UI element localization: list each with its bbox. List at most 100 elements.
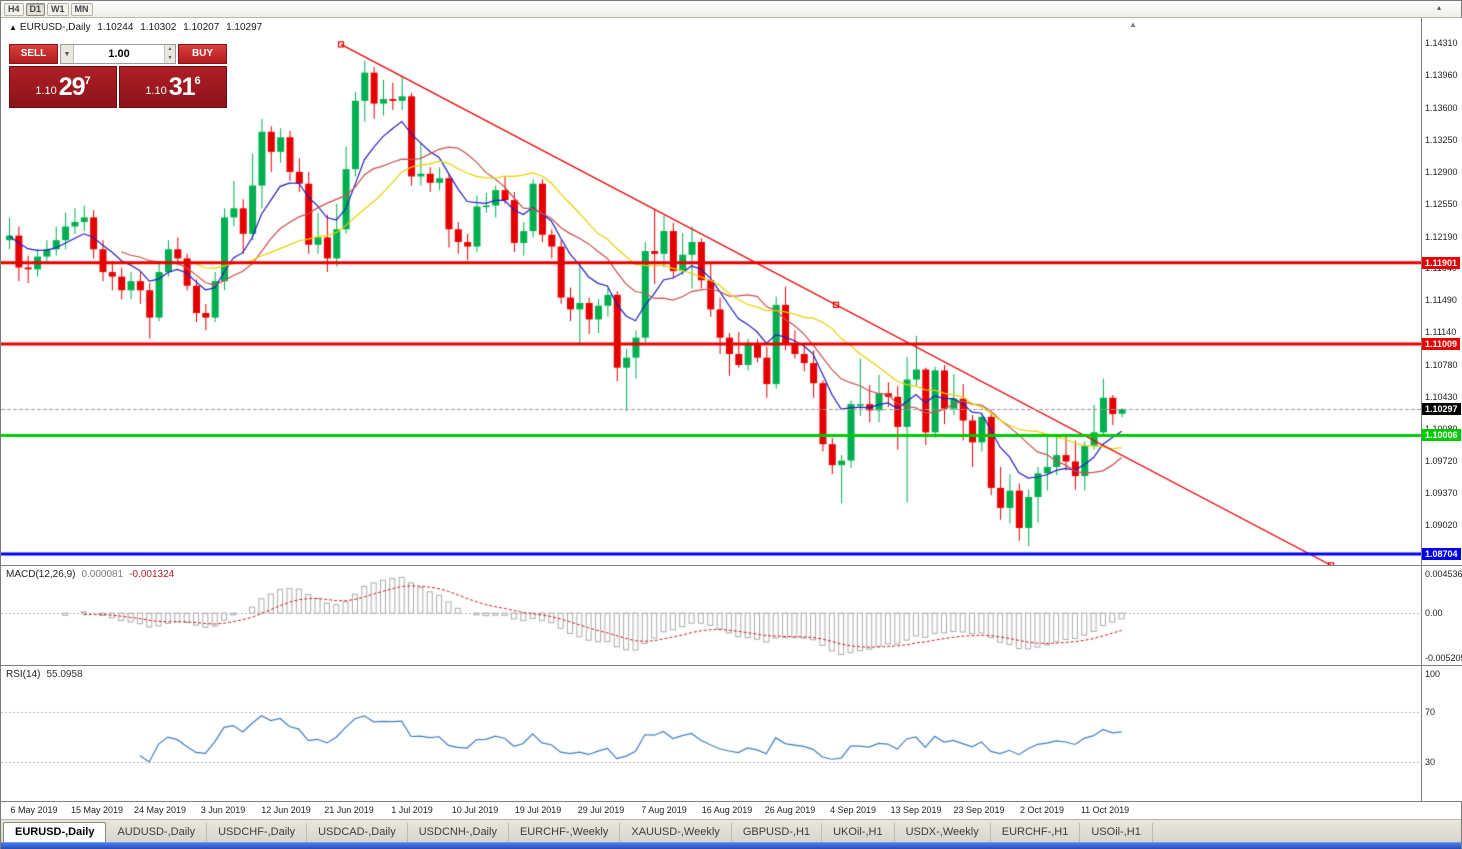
date-label: 6 May 2019: [10, 805, 58, 815]
chart-tab-gbpusd-h1[interactable]: GBPUSD-,H1: [732, 823, 823, 842]
axis-label: 1.12550: [1425, 198, 1458, 209]
ohlc-high: 1.10302: [140, 22, 177, 33]
date-label: 12 Jun 2019: [261, 805, 311, 815]
timeframe-button-h4[interactable]: H4: [4, 2, 24, 16]
rsi-name: RSI(14): [6, 669, 41, 680]
price-level-badge: 1.11009: [1422, 338, 1461, 351]
date-label: 4 Sep 2019: [829, 805, 877, 815]
axis-label: 1.09020: [1425, 520, 1458, 531]
axis-label: 1.13600: [1425, 103, 1458, 114]
rsi-panel: 100 70 30 RSI(14) 55.0958: [1, 666, 1462, 802]
timeframe-button-mn[interactable]: MN: [70, 2, 93, 16]
axis-label: 0.004536: [1425, 569, 1462, 579]
price-chart-panel: 1.14310 1.13960 1.13600 1.13250 1.12900 1.125…: [1, 18, 1462, 566]
chart-tab-audusd-daily[interactable]: AUDUSD-,Daily: [106, 823, 208, 842]
sell-price-sup: 7: [84, 75, 91, 87]
chart-tab-usdcnh-daily[interactable]: USDCNH-,Daily: [408, 823, 509, 842]
macd-axis[interactable]: 0.004536 0.00 -0.005205: [1421, 566, 1462, 665]
buy-price-sup: 6: [194, 75, 201, 87]
taskbar-strip: [1, 842, 1461, 849]
buy-price-tile[interactable]: 1.10 31 6: [119, 66, 227, 108]
date-label: 29 Jul 2019: [577, 805, 625, 815]
date-label: 3 Jun 2019: [200, 805, 246, 815]
axis-label: -0.005205: [1425, 653, 1462, 663]
chart-tab-eurusd-daily[interactable]: EURUSD-,Daily: [3, 822, 107, 842]
ohlc-open: 1.10244: [97, 22, 134, 33]
volume-up-icon[interactable]: ▲: [165, 45, 175, 54]
date-label: 26 Aug 2019: [764, 805, 816, 815]
chart-symbol-label: EURUSD-,Daily: [19, 22, 91, 33]
axis-label: 1.09370: [1425, 488, 1458, 499]
chart-tabs-bar: EURUSD-,Daily AUDUSD-,Daily USDCHF-,Daily U…: [1, 820, 1461, 842]
macd-label: MACD(12,26,9) 0.000081 -0.001324: [6, 569, 174, 580]
axis-label: 1.12900: [1425, 166, 1458, 177]
axis-label: 1.13250: [1425, 135, 1458, 146]
one-click-trading-panel: SELL ▼ ▲ ▼ BUY 1.10 29 7 1: [9, 44, 227, 108]
chart-tab-usdchf-daily[interactable]: USDCHF-,Daily: [207, 823, 308, 842]
date-label: 15 May 2019: [70, 805, 124, 815]
volume-down-icon[interactable]: ▼: [165, 54, 175, 63]
volume-spinner: ▲ ▼: [164, 45, 175, 63]
macd-value-signal: -0.001324: [129, 569, 175, 580]
price-axis[interactable]: 1.14310 1.13960 1.13600 1.13250 1.12900 1.125…: [1421, 18, 1462, 565]
buy-button[interactable]: BUY: [178, 44, 227, 64]
price-level-badge: 1.10006: [1422, 429, 1461, 442]
date-label: 2 Oct 2019: [1019, 805, 1065, 815]
date-label: 11 Oct 2019: [1080, 805, 1130, 815]
time-axis[interactable]: 6 May 2019 15 May 2019 24 May 2019 3 Jun 20…: [1, 802, 1461, 820]
axis-label: 1.12190: [1425, 231, 1458, 242]
axis-label: 100: [1425, 669, 1441, 679]
rsi-value: 55.0958: [46, 669, 83, 680]
macd-canvas[interactable]: [1, 566, 1421, 665]
date-label: 7 Aug 2019: [641, 805, 687, 815]
chart-ohlc-header: ▲ EURUSD-,Daily 1.10244 1.10302 1.10207 1…: [9, 22, 266, 33]
rsi-canvas[interactable]: [1, 666, 1421, 801]
ohlc-low: 1.10207: [183, 22, 220, 33]
tick-up-icon: ▲: [9, 23, 17, 32]
axis-label: 0.00: [1425, 608, 1443, 619]
sell-button[interactable]: SELL: [9, 44, 58, 64]
axis-label: 1.10430: [1425, 391, 1458, 402]
axis-label: 1.11140: [1425, 327, 1457, 338]
chart-tab-ukoil-h1[interactable]: UKOil-,H1: [822, 823, 895, 842]
axis-label: 1.10780: [1425, 359, 1458, 370]
price-level-badge: 1.10297: [1422, 402, 1461, 415]
timeframe-toolbar: ▴ H4 D1 W1 MN: [1, 1, 1461, 18]
toolbar-collapse-icon[interactable]: ▴: [1436, 3, 1441, 12]
chart-tab-usoil-h1[interactable]: USOil-,H1: [1080, 823, 1153, 842]
buy-price-big: 31: [168, 72, 196, 101]
chart-tab-eurchf-weekly[interactable]: EURCHF-,Weekly: [509, 823, 621, 842]
axis-label: 30: [1425, 756, 1436, 767]
sell-price-base: 1.10: [35, 85, 57, 97]
volume-control: ▼ ▲ ▼: [60, 44, 176, 64]
price-level-badge: 1.08704: [1422, 548, 1461, 561]
chart-tab-usdcad-daily[interactable]: USDCAD-,Daily: [307, 823, 408, 842]
chart-shift-marker[interactable]: ▲: [1129, 20, 1137, 29]
date-label: 21 Jun 2019: [324, 805, 374, 815]
buy-price-base: 1.10: [145, 85, 167, 97]
axis-label: 1.11490: [1425, 295, 1457, 306]
chart-tab-eurchf-h1[interactable]: EURCHF-,H1: [991, 823, 1081, 842]
volume-input[interactable]: [74, 48, 164, 60]
axis-label: 70: [1425, 706, 1436, 717]
price-level-badge: 1.11901: [1422, 256, 1461, 269]
chart-tab-usdx-weekly[interactable]: USDX-,Weekly: [895, 823, 991, 842]
price-chart-canvas[interactable]: [1, 18, 1421, 565]
macd-name: MACD(12,26,9): [6, 569, 76, 580]
sell-price-tile[interactable]: 1.10 29 7: [9, 66, 117, 108]
chart-tab-xauusd-weekly[interactable]: XAUUSD-,Weekly: [620, 823, 732, 842]
volume-dropdown-icon[interactable]: ▼: [61, 45, 74, 63]
macd-value-main: 0.000081: [81, 569, 124, 580]
date-label: 19 Jul 2019: [514, 805, 562, 815]
date-label: 24 May 2019: [133, 805, 187, 815]
timeframe-button-d1[interactable]: D1: [25, 2, 46, 16]
date-label: 13 Sep 2019: [890, 805, 942, 815]
timeframe-button-w1[interactable]: W1: [47, 2, 69, 16]
date-label: 16 Aug 2019: [701, 805, 753, 815]
rsi-axis[interactable]: 100 70 30: [1421, 666, 1462, 801]
date-label: 10 Jul 2019: [451, 805, 499, 815]
sell-price-big: 29: [58, 72, 86, 101]
date-label: 1 Jul 2019: [391, 805, 433, 815]
ohlc-close: 1.10297: [226, 22, 263, 33]
